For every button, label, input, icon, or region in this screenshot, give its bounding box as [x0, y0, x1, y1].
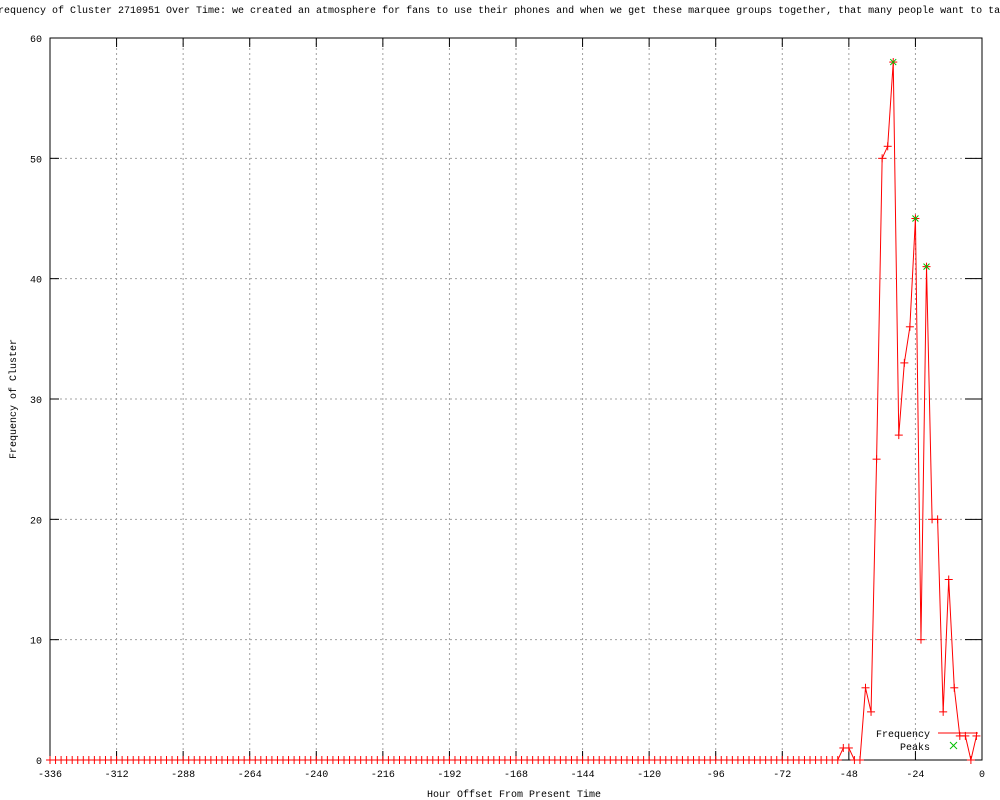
x-tick-label: -120: [637, 770, 661, 781]
frequency-point: [905, 322, 914, 331]
x-tick-label: -336: [38, 770, 62, 781]
x-tick-label: 0: [979, 770, 985, 781]
frequency-point: [844, 743, 853, 752]
series-layer: [46, 58, 981, 764]
frequency-point: [916, 635, 925, 644]
x-tick-label: -240: [304, 770, 328, 781]
frequency-point: [883, 142, 892, 151]
y-axis-label: Frequency of Cluster: [8, 339, 20, 459]
peak-point: [923, 263, 930, 270]
x-tick-label: -264: [238, 770, 262, 781]
x-tick-label: -192: [437, 770, 461, 781]
x-tick-label: -216: [371, 770, 395, 781]
frequency-point: [939, 707, 948, 716]
frequency-point: [900, 358, 909, 367]
x-tick-label: -72: [773, 770, 791, 781]
frequency-point: [950, 683, 959, 692]
y-tick-label: 40: [30, 276, 42, 287]
y-tick-label: 20: [30, 516, 42, 527]
x-tick-label: -48: [840, 770, 858, 781]
frequency-point: [872, 455, 881, 464]
peak-point: [912, 215, 919, 222]
frequency-point: [833, 756, 842, 764]
frequency-point: [855, 756, 864, 764]
y-tick-label: 60: [30, 35, 42, 46]
x-tick-label: -168: [504, 770, 528, 781]
frequency-line: [50, 62, 977, 761]
frequency-point: [944, 575, 953, 584]
legend: Frequency Peaks: [876, 730, 978, 754]
x-tick-label: -288: [171, 770, 195, 781]
peak-point: [889, 58, 897, 66]
y-tick-label: 10: [30, 637, 42, 648]
axis-ticks: -336 -312 -288 -264 -240 -216 -192 -168 -144 -120…: [30, 35, 985, 781]
y-tick-label: 30: [30, 396, 42, 407]
grid: [50, 38, 982, 760]
x-tick-label: -312: [105, 770, 129, 781]
chart-title: requency of Cluster 2710951 Over Time: w…: [0, 5, 1000, 17]
y-tick-label: 50: [30, 155, 42, 166]
frequency-point: [878, 154, 887, 163]
y-tick-label: 0: [36, 757, 42, 768]
frequency-point: [933, 515, 942, 524]
x-tick-label: -24: [906, 770, 924, 781]
x-axis-label: Hour Offset From Present Time: [427, 789, 601, 800]
frequency-point: [894, 431, 903, 440]
x-tick-label: -96: [707, 770, 725, 781]
frequency-point: [861, 683, 870, 692]
legend-label-frequency: Frequency: [876, 730, 930, 741]
frequency-point: [867, 707, 876, 716]
legend-label-peaks: Peaks: [900, 742, 930, 754]
frequency-point: [966, 756, 975, 764]
legend-marker-peaks: [949, 741, 958, 750]
x-tick-label: -144: [571, 770, 595, 781]
